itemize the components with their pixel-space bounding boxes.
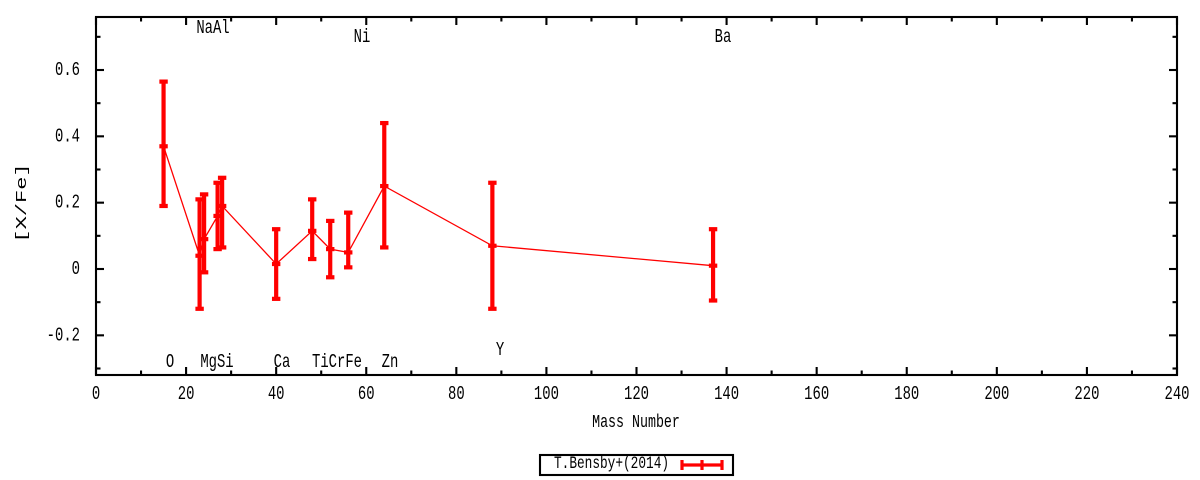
svg-text:0: 0 xyxy=(92,383,100,405)
svg-text:40: 40 xyxy=(268,383,285,405)
svg-text:180: 180 xyxy=(894,383,919,405)
svg-text:0.4: 0.4 xyxy=(55,125,80,147)
svg-text:160: 160 xyxy=(804,383,829,405)
svg-text:Mass Number: Mass Number xyxy=(592,412,680,433)
svg-text:Ca: Ca xyxy=(274,351,291,373)
svg-text:200: 200 xyxy=(984,383,1009,405)
svg-text:20: 20 xyxy=(178,383,195,405)
svg-text:80: 80 xyxy=(448,383,465,405)
svg-text:T.Bensby+(2014): T.Bensby+(2014) xyxy=(554,453,669,474)
svg-text:Ba: Ba xyxy=(715,26,732,48)
svg-text:TiCrFe: TiCrFe xyxy=(312,351,362,373)
svg-text:-0.2: -0.2 xyxy=(47,324,80,346)
svg-text:O: O xyxy=(166,351,174,373)
svg-text:0: 0 xyxy=(72,258,80,280)
svg-text:0.6: 0.6 xyxy=(55,59,80,81)
svg-text:120: 120 xyxy=(624,383,649,405)
svg-text:0.2: 0.2 xyxy=(55,192,80,214)
svg-text:Y: Y xyxy=(496,339,504,361)
svg-text:240: 240 xyxy=(1165,383,1190,405)
svg-text:Ni: Ni xyxy=(354,26,371,48)
svg-text:[X/Fe]: [X/Fe] xyxy=(14,163,31,242)
svg-text:Zn: Zn xyxy=(382,351,399,373)
svg-text:100: 100 xyxy=(534,383,559,405)
svg-text:140: 140 xyxy=(714,383,739,405)
svg-text:MgSi: MgSi xyxy=(200,351,233,373)
svg-text:60: 60 xyxy=(358,383,375,405)
svg-text:220: 220 xyxy=(1074,383,1099,405)
svg-text:NaAl: NaAl xyxy=(196,17,229,39)
